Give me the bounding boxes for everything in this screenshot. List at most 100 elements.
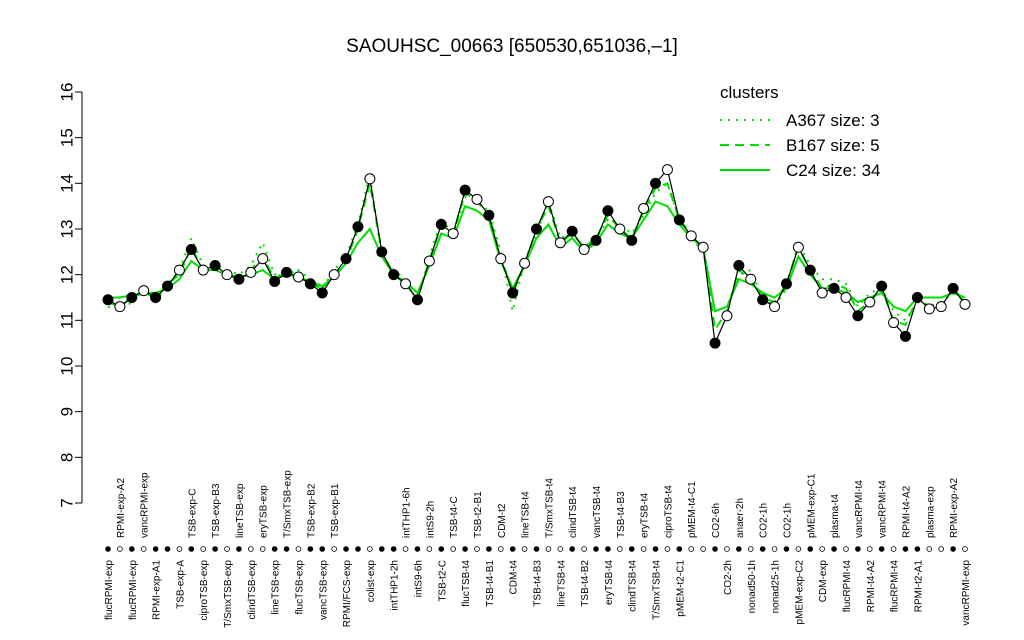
condition-dot	[617, 546, 623, 552]
x-tick-label: TSB-exp-B3	[211, 483, 222, 538]
x-tick-label: nonad50-1h	[747, 560, 758, 613]
data-point	[602, 205, 614, 217]
condition-dot	[819, 546, 825, 552]
y-tick-label: 7	[57, 498, 76, 507]
condition-dot	[248, 546, 254, 552]
condition-dot	[378, 546, 385, 552]
data-point	[554, 237, 566, 249]
data-point	[959, 298, 971, 310]
data-point	[507, 287, 519, 299]
data-point	[138, 285, 150, 297]
x-tick-label: clindTSB-t4	[568, 486, 579, 538]
data-point	[269, 276, 281, 288]
condition-dot	[593, 546, 599, 552]
condition-dot	[843, 546, 849, 552]
expression-line	[107, 168, 966, 346]
x-tick-label: clindTSB-t4	[628, 560, 639, 612]
x-tick-label: RPMI-exp-A2	[116, 478, 127, 538]
condition-dot	[426, 546, 433, 552]
data-point	[340, 253, 352, 265]
condition-dot	[724, 546, 730, 552]
x-tick-label: pMEM-exp-C2	[794, 560, 805, 625]
x-tick-label: flucTSB-exp	[294, 560, 305, 615]
x-tick-label: pMEM-t2-C1	[675, 560, 686, 617]
x-tick-label: CDM-t4	[509, 560, 520, 595]
x-tick-label: flucRPMI-exp	[104, 560, 115, 620]
data-point	[328, 269, 340, 281]
data-point	[804, 264, 816, 276]
data-point	[257, 253, 269, 265]
data-point	[162, 280, 174, 292]
condition-dot	[914, 546, 921, 552]
y-tick-label: 12	[57, 265, 76, 284]
x-tick-label: eryTSB-t4	[640, 493, 651, 538]
y-tick-label: 8	[57, 453, 76, 462]
data-point	[185, 244, 197, 256]
x-tick-label: TSB-t4-B1	[485, 560, 496, 607]
x-tick-label: lineTSB-exp	[235, 483, 246, 538]
condition-dot	[283, 546, 290, 552]
x-tick-label: TSB-t4-B2	[580, 560, 591, 607]
x-tick-label: clindTSB-exp	[247, 560, 258, 620]
legend-label: A367 size: 3	[786, 111, 880, 130]
x-tick-label: ciproTSB-exp	[199, 560, 210, 621]
x-tick-label: lineTSB-t4	[556, 560, 567, 607]
data-point	[245, 266, 257, 278]
data-point	[899, 330, 911, 342]
condition-dot	[402, 546, 409, 552]
condition-dot	[533, 546, 540, 552]
data-point	[947, 282, 959, 294]
condition-dot	[295, 546, 302, 552]
y-tick-label: 10	[57, 357, 76, 376]
condition-dot	[807, 546, 814, 552]
condition-dot	[902, 546, 909, 552]
x-tick-label: TSB-exp-B2	[306, 483, 317, 538]
condition-dot	[652, 546, 659, 552]
data-point	[864, 296, 876, 308]
data-point	[792, 241, 804, 253]
condition-dot	[414, 546, 421, 552]
condition-dot	[271, 546, 278, 552]
data-point	[435, 218, 447, 230]
x-tick-label: RPMI-exp-A1	[152, 560, 163, 620]
data-point	[769, 301, 781, 313]
condition-dot	[200, 546, 207, 552]
condition-dot	[688, 546, 695, 552]
x-tick-label: vancRPMI-exp	[961, 560, 972, 626]
data-point	[673, 214, 685, 226]
data-point	[114, 301, 126, 313]
data-point	[519, 257, 531, 269]
x-tick-label: lineTSB-t4	[521, 491, 532, 538]
data-point	[745, 273, 757, 285]
data-point	[626, 234, 638, 246]
data-point	[566, 225, 578, 237]
y-tick-label: 15	[57, 128, 76, 147]
x-tick-label: intS9-2h	[425, 501, 436, 538]
x-tick-label: RPMI-t2-A1	[913, 560, 924, 613]
x-tick-label: plasma-t4	[830, 494, 841, 538]
condition-dot	[105, 546, 111, 552]
data-point	[471, 193, 483, 205]
data-point	[852, 310, 864, 322]
x-tick-label: plasma-exp	[925, 486, 936, 538]
condition-dot	[557, 546, 564, 552]
data-point	[590, 234, 602, 246]
data-point	[411, 294, 423, 306]
data-point	[923, 303, 935, 315]
condition-dot	[605, 546, 611, 552]
data-point	[650, 177, 662, 189]
data-point	[388, 269, 400, 281]
data-point	[733, 260, 745, 272]
condition-dot	[712, 546, 718, 552]
x-tick-label: CO2-1h	[759, 503, 770, 538]
x-tick-label: CO2-6h	[711, 503, 722, 538]
data-point	[364, 173, 376, 185]
x-tick-label: TSB-t4-B3	[533, 560, 544, 607]
condition-dot	[236, 546, 242, 552]
x-tick-label: flucTSB-t4	[461, 560, 472, 607]
condition-dot	[950, 546, 956, 552]
x-tick-label: vancRPMI-t4	[878, 480, 889, 538]
x-tick-label: eryTSB-t4	[604, 560, 615, 605]
condition-dot	[795, 546, 802, 552]
condition-dot	[438, 546, 445, 552]
